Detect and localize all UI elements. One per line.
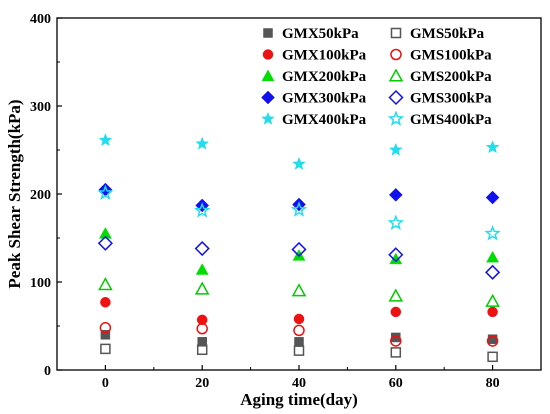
legend-marker [388,89,404,106]
data-point [293,324,305,337]
legend-marker [387,110,405,126]
data-point [100,330,111,340]
legend-label: GMX100kPa [282,48,367,64]
legend-label: GMX50kPa [282,26,359,42]
data-point [486,250,500,263]
data-point [388,188,403,202]
legend-label: GMX200kPa [282,69,367,85]
data-point [390,335,402,347]
data-point [291,241,307,258]
legend-marker [390,48,402,61]
legend-marker [388,68,404,82]
data-point [197,337,207,347]
data-point [98,277,113,291]
data-point [98,227,112,239]
data-point [98,133,113,147]
legend-marker [262,49,274,60]
data-point [292,156,306,170]
x-tick-label: 60 [389,376,403,391]
data-point [194,281,210,295]
data-point [290,201,308,217]
legend-marker [261,111,275,125]
data-point [485,293,500,307]
x-tick-label: 80 [486,376,500,391]
data-point [293,345,305,356]
y-axis-ticks: 0 100 200 300 400 [30,12,62,379]
data-point [485,140,500,154]
data-point [487,351,498,363]
data-point [100,343,111,355]
data-point [196,322,208,335]
data-point [291,283,307,297]
data-point [484,225,501,241]
legend-label: GMX300kPa [282,91,367,107]
legend-label: GMS400kPa [410,112,492,128]
x-axis-ticks: 0 20 40 60 80 [102,365,500,391]
legend-label: GMS200kPa [410,69,492,85]
x-tick-label: 40 [292,376,306,391]
x-tick-label: 20 [195,376,209,391]
legend-marker [390,27,402,39]
legend: GMX50kPa GMS50kPa GMX100kPa GMS100kPa GMX200… [261,26,492,128]
legend-marker [261,90,275,105]
data-point [485,264,501,280]
data-point [195,136,210,150]
data-point [194,240,210,257]
y-axis-label: Peak Shear Strength(kPa) [5,99,24,288]
x-axis-label: Aging time(day) [240,390,358,409]
data-point [390,306,402,318]
data-points [97,133,501,363]
data-point [293,313,305,325]
data-point [195,263,209,275]
legend-label: GMS50kPa [410,26,485,42]
data-point [196,314,208,326]
data-point [388,247,404,263]
data-point [388,142,403,156]
legend-label: GMX400kPa [282,112,367,128]
data-point [388,288,404,302]
data-point [196,344,208,356]
legend-label: GMS100kPa [410,48,492,64]
data-point [487,306,498,318]
data-point [486,335,499,347]
legend-marker [261,69,275,82]
data-point [387,214,404,230]
legend-marker [263,28,273,38]
data-point [97,184,114,201]
y-tick-label: 400 [30,12,51,27]
data-point [99,322,112,334]
data-point [100,296,111,308]
y-tick-label: 100 [30,276,51,291]
data-point [390,347,402,358]
y-tick-label: 200 [30,188,51,203]
y-tick-label: 300 [30,100,51,115]
data-point [97,235,113,251]
data-point [294,337,304,347]
data-point [194,202,211,218]
data-point [485,190,500,205]
legend-label: GMS300kPa [410,91,492,107]
x-tick-label: 0 [102,376,109,391]
y-tick-label: 0 [44,364,51,379]
